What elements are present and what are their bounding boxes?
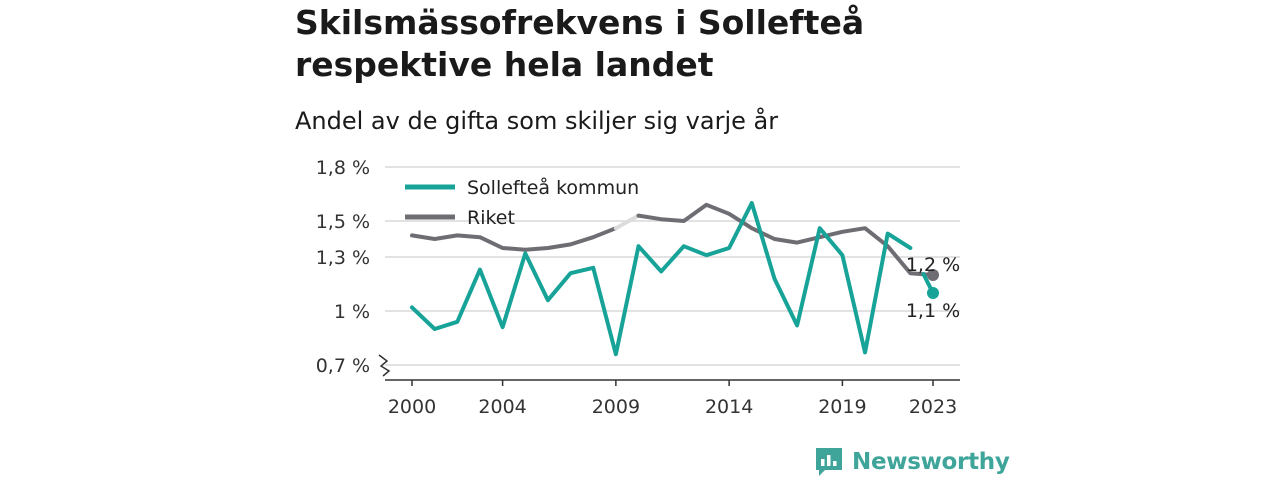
x-tick-label: 2023 [909,396,957,418]
series-line-riket [636,202,935,277]
y-tick-label: 1 % [334,301,370,323]
end-point-riket [927,269,939,281]
x-tick-label: 2000 [388,396,436,418]
x-tick-label: 2014 [705,396,753,418]
chart-subtitle: Andel av de gifta som skiljer sig varje … [295,107,779,135]
end-point-solleftea [927,287,939,299]
series-line-solleftea [410,201,913,357]
newsworthy-logo: Newsworthy [814,446,1010,478]
series-line-riket-faded [613,213,641,231]
series-lines [410,201,935,357]
legend: Sollefteå kommun Riket [405,176,639,229]
y-tick-label: 1,3 % [316,247,370,269]
end-label-riket: 1,2 % [906,254,960,276]
newsworthy-logo-icon [816,448,842,476]
y-tick-label: 0,7 % [316,355,370,377]
y-tick-label: 1,8 % [316,157,370,179]
chart-title: Skilsmässofrekvens i Sollefteå respektiv… [295,3,865,84]
x-tick-label: 2019 [818,396,866,418]
y-tick-label: 1,5 % [316,211,370,233]
x-tick-label: 2004 [478,396,526,418]
x-axis: 2000 2004 2009 2014 2019 2023 [385,379,960,418]
brand-name: Newsworthy [852,449,1010,475]
legend-label: Riket [467,207,515,229]
legend-label: Sollefteå kommun [467,176,639,199]
y-axis-ticks: 0,7 % 1 % 1,3 % 1,5 % 1,8 % [316,157,391,377]
end-label-solleftea: 1,1 % [906,300,960,322]
end-markers: 1,2 % 1,1 % [906,254,960,322]
x-tick-label: 2009 [592,396,640,418]
series-line-riket [410,226,618,252]
axis-break-icon [378,354,391,377]
